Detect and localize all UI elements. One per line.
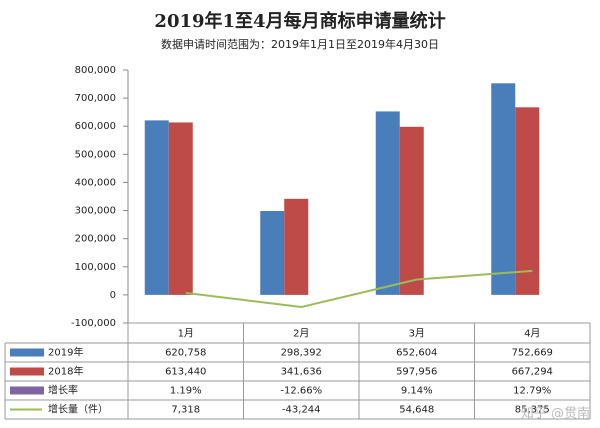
table-cell: 341,636 [281, 367, 322, 378]
table-cell: 12.79% [513, 386, 551, 397]
table-cell: 85,375 [515, 405, 550, 416]
table-cell: 597,956 [396, 367, 437, 378]
table-cell: 9.14% [401, 386, 433, 397]
x-tick-label: 3月 [409, 328, 425, 340]
bar [168, 122, 193, 295]
y-tick-label: 600,000 [75, 121, 116, 132]
table-cell: 1.19% [170, 386, 202, 397]
table-cell: 54,648 [399, 405, 434, 416]
legend-key [10, 348, 44, 357]
legend-key [10, 386, 44, 395]
bar [284, 198, 309, 295]
x-tick-label: 4月 [524, 328, 540, 340]
legend-label: 增长量（件） [48, 403, 108, 416]
y-tick-label: 300,000 [75, 206, 116, 217]
x-tick-label: 1月 [178, 328, 194, 340]
x-tick-label: 2月 [293, 328, 309, 340]
table-cell: 7,318 [171, 405, 200, 416]
y-tick-label: 500,000 [75, 149, 116, 160]
chart-title: 2019年1至4月每月商标申请量统计 [154, 10, 445, 32]
table-cell: 298,392 [281, 348, 322, 359]
legend-label: 增长率 [48, 384, 78, 397]
y-tick-label: 100,000 [75, 262, 116, 273]
bar [375, 111, 400, 295]
y-tick-label: -100,000 [71, 318, 116, 329]
chart-subtitle: 数据申请时间范围为：2019年1月1日至2019年4月30日 [161, 37, 439, 51]
y-tick-label: 700,000 [75, 93, 116, 104]
table-cell: -12.66% [280, 386, 322, 397]
bar [260, 211, 285, 295]
bar [144, 120, 169, 295]
y-tick-label: 400,000 [75, 177, 116, 188]
y-tick-label: 200,000 [75, 234, 116, 245]
legend-label: 2019年 [48, 346, 83, 359]
table-cell: 667,294 [512, 367, 553, 378]
bar [399, 126, 424, 295]
table-cell: 652,604 [396, 348, 437, 359]
legend-label: 2018年 [48, 365, 83, 378]
legend-key [10, 367, 44, 376]
table-cell: 752,669 [512, 348, 553, 359]
table-cell: 613,440 [165, 367, 206, 378]
line-series [185, 269, 533, 309]
bar [515, 107, 540, 295]
watermark: 知乎 @贯南 [521, 406, 590, 422]
table-cell: 620,758 [165, 348, 206, 359]
y-tick-label: 0 [110, 290, 116, 301]
table-cell: -43,244 [282, 405, 321, 416]
y-tick-label: 800,000 [75, 65, 116, 76]
bar [491, 83, 516, 295]
